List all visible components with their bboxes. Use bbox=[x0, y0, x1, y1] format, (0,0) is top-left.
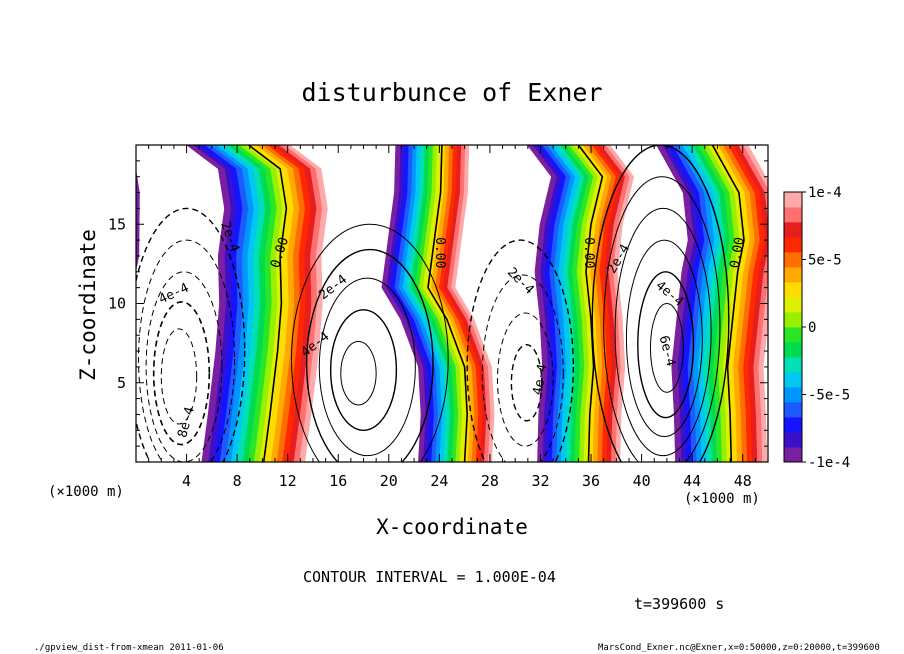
contour-left-0 bbox=[136, 207, 246, 462]
contour-center-3 bbox=[329, 309, 398, 431]
time-stamp: t=399600 s bbox=[634, 595, 724, 613]
colorbar-segment bbox=[784, 357, 802, 373]
colorbar-segment bbox=[784, 387, 802, 403]
colorbar-segment bbox=[784, 432, 802, 448]
contour-left-4 bbox=[160, 328, 198, 425]
colorbar-segment bbox=[784, 222, 802, 238]
contour-left-2 bbox=[145, 271, 223, 462]
contour-label: 0.00 bbox=[581, 237, 596, 268]
colorbar-tick-label: 5e-5 bbox=[808, 253, 842, 269]
y-axis-label: Z-coordinate bbox=[76, 229, 100, 381]
colorbar-segment bbox=[784, 192, 802, 208]
plume-1 bbox=[186, 145, 328, 462]
contour-right-2 bbox=[614, 207, 712, 457]
contour-interval: CONTOUR INTERVAL = 1.000E-04 bbox=[303, 568, 556, 586]
contour-label: 0.00 bbox=[432, 237, 447, 268]
colorbar bbox=[783, 191, 803, 463]
contour-lines bbox=[136, 145, 745, 462]
contour-right-0 bbox=[591, 145, 730, 462]
colorbar-tick-label: 1e-4 bbox=[808, 185, 842, 201]
colorbar-segment bbox=[784, 417, 802, 433]
y-tick-label: 10 bbox=[108, 295, 126, 313]
zero-contour-1 bbox=[248, 145, 288, 462]
y-tick-label: 5 bbox=[117, 374, 126, 392]
color-filled-regions bbox=[136, 145, 768, 462]
x-tick-label: 28 bbox=[481, 472, 499, 490]
contour-center-0 bbox=[290, 223, 449, 462]
x-tick-label: 40 bbox=[633, 472, 651, 490]
contour-center-2 bbox=[318, 277, 416, 457]
footer-left: ./gpview_dist-from-xmean 2011-01-06 bbox=[34, 643, 224, 653]
x-axis-ticks: 4 8 12 16 20 24 28 32 36 40 44 48 bbox=[148, 145, 756, 490]
footer-right: MarsCond_Exner.nc@Exner,x=0:50000,z=0:20… bbox=[598, 643, 880, 653]
contour-mid-3 bbox=[510, 344, 543, 422]
plume-2 bbox=[381, 145, 495, 462]
x-tick-label: 32 bbox=[531, 472, 549, 490]
contour-mid-0 bbox=[466, 239, 575, 462]
x-unit-left: (×1000 m) bbox=[48, 484, 124, 500]
x-axis-label: X-coordinate bbox=[376, 515, 528, 539]
contour-label: 4e-4 bbox=[530, 363, 550, 397]
colorbar-segment bbox=[784, 342, 802, 358]
contour-label: 0.00 bbox=[728, 236, 748, 269]
plume-1-band bbox=[186, 145, 232, 462]
x-tick-label: 16 bbox=[329, 472, 347, 490]
plume-2-band bbox=[381, 145, 426, 462]
x-tick-label: 20 bbox=[380, 472, 398, 490]
zero-contour-3 bbox=[577, 145, 604, 462]
colorbar-ticks: 1e-4 5e-5 0 -5e-5 -1e-4 bbox=[802, 185, 850, 471]
colorbar-segment bbox=[784, 402, 802, 418]
plume-4 bbox=[656, 145, 768, 462]
colorbar-segment bbox=[784, 237, 802, 253]
y-axis-ticks: 5 10 15 bbox=[108, 160, 768, 447]
x-tick-label: 44 bbox=[683, 472, 701, 490]
colorbar-tick-label: -1e-4 bbox=[808, 455, 850, 471]
x-tick-label: 48 bbox=[734, 472, 752, 490]
colorbar-segment bbox=[784, 327, 802, 343]
contour-center-1 bbox=[305, 248, 434, 462]
x-tick-label: 8 bbox=[233, 472, 242, 490]
contour-mid-2 bbox=[497, 312, 554, 447]
x-tick-label: 24 bbox=[430, 472, 448, 490]
contour-center-4 bbox=[340, 341, 377, 406]
contour-left-3 bbox=[152, 301, 211, 446]
colorbar-segment bbox=[784, 282, 802, 298]
colorbar-segment bbox=[784, 207, 802, 223]
contour-mid-1 bbox=[481, 274, 564, 462]
x-tick-label: 36 bbox=[582, 472, 600, 490]
contour-right-3 bbox=[625, 239, 703, 438]
y-tick-label: 15 bbox=[108, 215, 126, 233]
chart-title: disturbunce of Exner bbox=[301, 78, 602, 107]
edge-sliver bbox=[136, 168, 140, 272]
colorbar-tick-label: -5e-5 bbox=[808, 388, 850, 404]
contour-right-4 bbox=[637, 271, 695, 419]
x-tick-label: 12 bbox=[279, 472, 297, 490]
colorbar-tick-label: 0 bbox=[808, 320, 816, 336]
contour-left-1 bbox=[138, 239, 236, 462]
colorbar-segment bbox=[784, 297, 802, 313]
colorbar-segment bbox=[784, 267, 802, 283]
plume-4-band bbox=[656, 145, 695, 462]
plume-3-band bbox=[527, 145, 557, 462]
colorbar-segment bbox=[784, 447, 802, 463]
zero-contour-4 bbox=[711, 145, 745, 462]
colorbar-segment bbox=[784, 252, 802, 268]
x-tick-label: 4 bbox=[182, 472, 191, 490]
x-unit-right: (×1000 m) bbox=[684, 491, 760, 507]
zero-contour-2 bbox=[427, 145, 469, 462]
colorbar-segment bbox=[784, 312, 802, 328]
contour-right-5 bbox=[649, 303, 684, 393]
contour-right-1 bbox=[603, 176, 721, 462]
colorbar-segment bbox=[784, 372, 802, 388]
